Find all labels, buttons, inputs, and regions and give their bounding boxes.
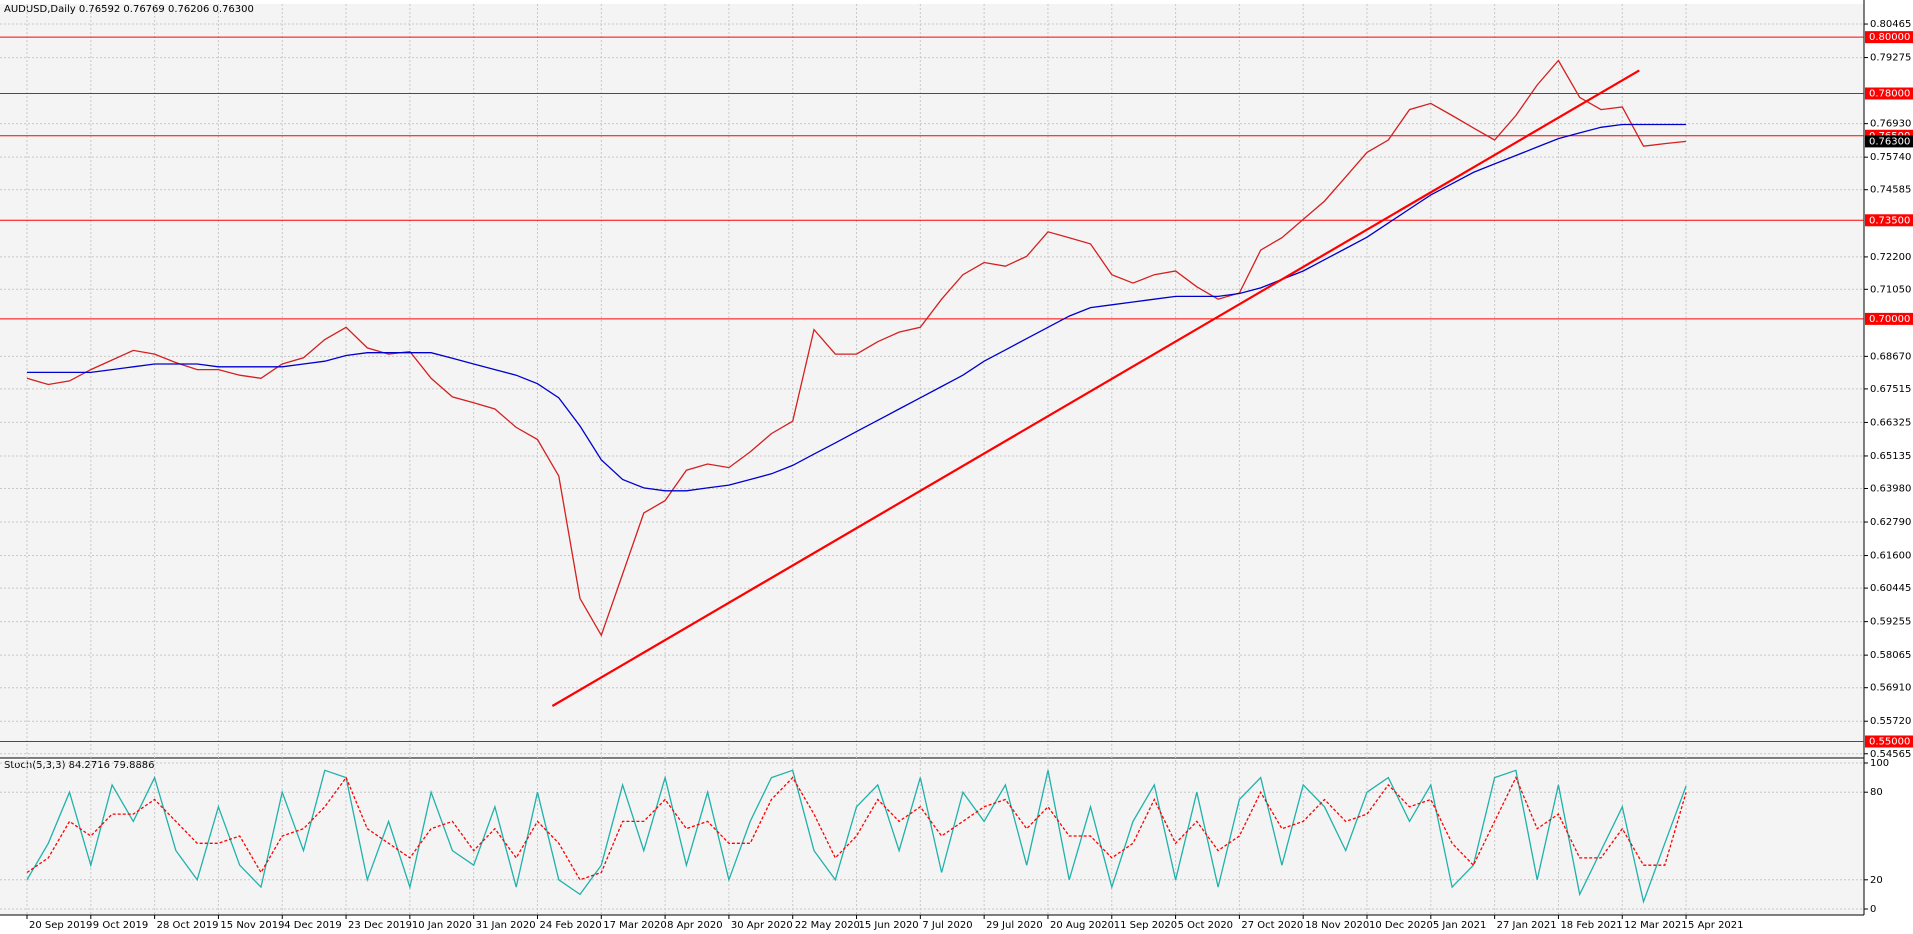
stoch-title: Stoch(5,3,3) 84.2716 79.8886 xyxy=(4,760,155,771)
y-tick-label: 0.75740 xyxy=(1870,152,1911,163)
x-tick-label: 20 Aug 2020 xyxy=(1050,920,1114,931)
y-tick-label: 0 xyxy=(1870,904,1876,915)
x-tick-label: 27 Jan 2021 xyxy=(1497,920,1557,931)
x-tick-label: 9 Oct 2019 xyxy=(93,920,148,931)
x-tick-label: 4 Dec 2019 xyxy=(284,920,342,931)
series-line xyxy=(26,776,1687,881)
series-line xyxy=(26,59,1687,637)
level-label-box xyxy=(1865,31,1913,44)
level-label: 0.73500 xyxy=(1869,215,1910,226)
y-tick-label: 0.66325 xyxy=(1870,417,1911,428)
x-tick-label: 30 Apr 2020 xyxy=(731,920,793,931)
y-tick-label: 0.61600 xyxy=(1870,551,1911,562)
x-tick-label: 11 Sep 2020 xyxy=(1114,920,1177,931)
y-tick-label: 100 xyxy=(1870,758,1889,769)
level-label: 0.70000 xyxy=(1869,314,1910,325)
stoch-panel xyxy=(0,760,1864,915)
y-tick-label: 0.67515 xyxy=(1870,384,1911,395)
x-tick-label: 10 Dec 2020 xyxy=(1369,920,1433,931)
y-tick-label: 0.63980 xyxy=(1870,483,1911,494)
level-label-box xyxy=(1865,87,1913,100)
level-label-box xyxy=(1865,312,1913,325)
x-tick-label: 10 Jan 2020 xyxy=(412,920,472,931)
x-tick-label: 8 Apr 2020 xyxy=(667,920,722,931)
y-tick-label: 0.65135 xyxy=(1870,451,1911,462)
y-tick-label: 0.76930 xyxy=(1870,119,1911,130)
y-tick-label: 0.68670 xyxy=(1870,351,1911,362)
y-tick-label: 20 xyxy=(1870,875,1883,886)
x-tick-label: 22 May 2020 xyxy=(795,920,860,931)
last-price-box xyxy=(1865,135,1913,148)
x-tick-label: 12 Mar 2021 xyxy=(1624,920,1687,931)
x-tick-label: 15 Nov 2019 xyxy=(220,920,284,931)
y-tick-label: 0.60445 xyxy=(1870,583,1911,594)
series-line xyxy=(27,123,1687,492)
x-tick-label: 23 Dec 2019 xyxy=(348,920,412,931)
level-label-box xyxy=(1865,735,1913,748)
x-tick-label: 24 Feb 2020 xyxy=(539,920,601,931)
x-tick-label: 5 Oct 2020 xyxy=(1178,920,1233,931)
y-tick-label: 0.59255 xyxy=(1870,617,1911,628)
x-tick-label: 18 Feb 2021 xyxy=(1560,920,1622,931)
level-label: 0.80000 xyxy=(1869,32,1910,43)
x-tick-label: 31 Jan 2020 xyxy=(476,920,536,931)
y-tick-label: 80 xyxy=(1870,787,1883,798)
x-tick-label: 15 Jun 2020 xyxy=(859,920,919,931)
y-tick-label: 0.54565 xyxy=(1870,749,1911,760)
x-tick-label: 27 Oct 2020 xyxy=(1241,920,1303,931)
x-tick-label: 28 Oct 2019 xyxy=(157,920,219,931)
last-price-label: 0.76300 xyxy=(1869,136,1910,147)
y-tick-label: 0.56910 xyxy=(1870,683,1911,694)
y-tick-label: 0.71050 xyxy=(1870,284,1911,295)
y-tick-label: 0.79275 xyxy=(1870,53,1911,64)
series-line xyxy=(26,769,1687,905)
x-tick-label: 5 Apr 2021 xyxy=(1688,920,1743,931)
y-tick-label: 0.58065 xyxy=(1870,650,1911,661)
y-tick-label: 0.55720 xyxy=(1870,716,1911,727)
y-tick-label: 0.72200 xyxy=(1870,252,1911,263)
level-label-box xyxy=(1865,214,1913,227)
x-tick-label: 5 Jan 2021 xyxy=(1433,920,1487,931)
y-tick-label: 0.80465 xyxy=(1870,19,1911,30)
x-tick-label: 18 Nov 2020 xyxy=(1305,920,1369,931)
level-label: 0.55000 xyxy=(1869,737,1910,748)
x-tick-label: 29 Jul 2020 xyxy=(986,920,1043,931)
trendline xyxy=(551,69,1640,707)
y-tick-label: 0.74585 xyxy=(1870,185,1911,196)
x-tick-label: 7 Jul 2020 xyxy=(922,920,972,931)
chart-title: AUDUSD,Daily 0.76592 0.76769 0.76206 0.7… xyxy=(4,4,254,15)
level-label: 0.78000 xyxy=(1869,88,1910,99)
x-tick-label: 20 Sep 2019 xyxy=(29,920,92,931)
y-tick-label: 0.62790 xyxy=(1870,517,1911,528)
price-panel xyxy=(0,4,1864,758)
x-tick-label: 17 Mar 2020 xyxy=(603,920,666,931)
